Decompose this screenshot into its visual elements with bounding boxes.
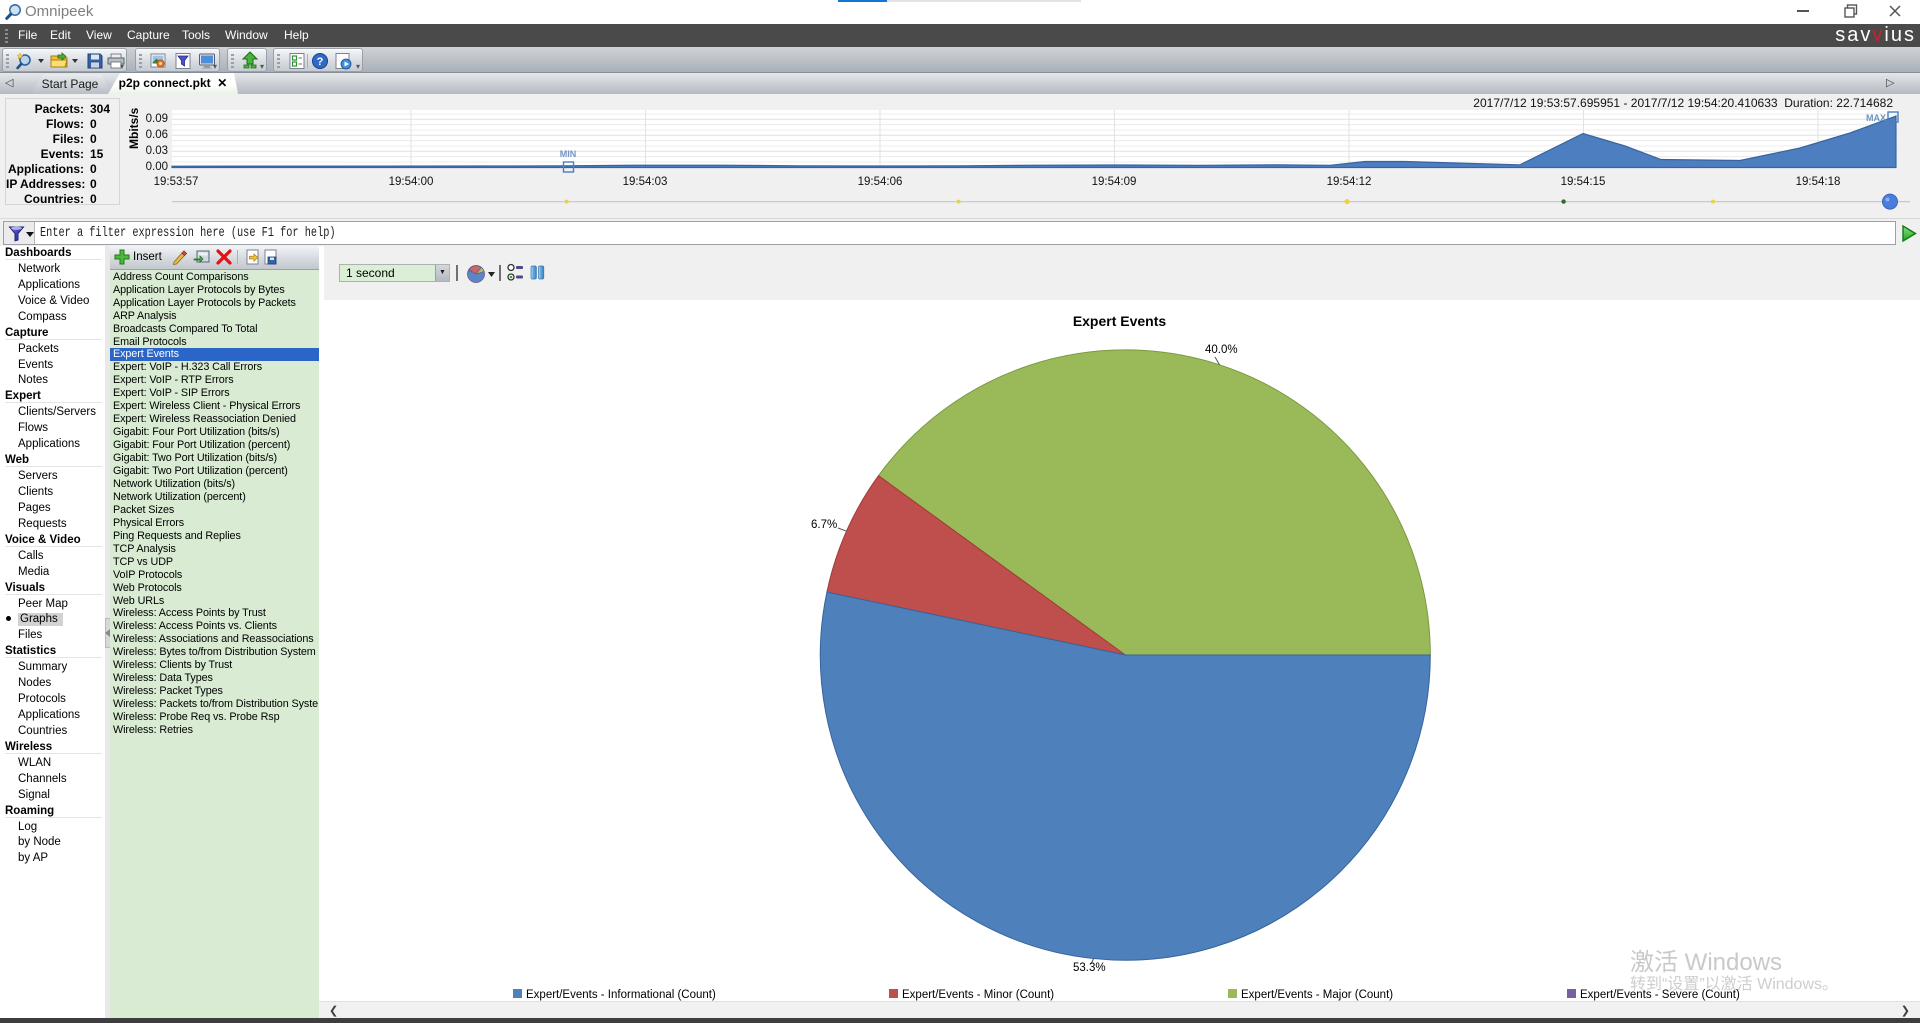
svg-text:?: ? (317, 56, 324, 68)
svg-text:MAX: MAX (1866, 113, 1886, 123)
svg-text:MIN: MIN (560, 149, 577, 159)
